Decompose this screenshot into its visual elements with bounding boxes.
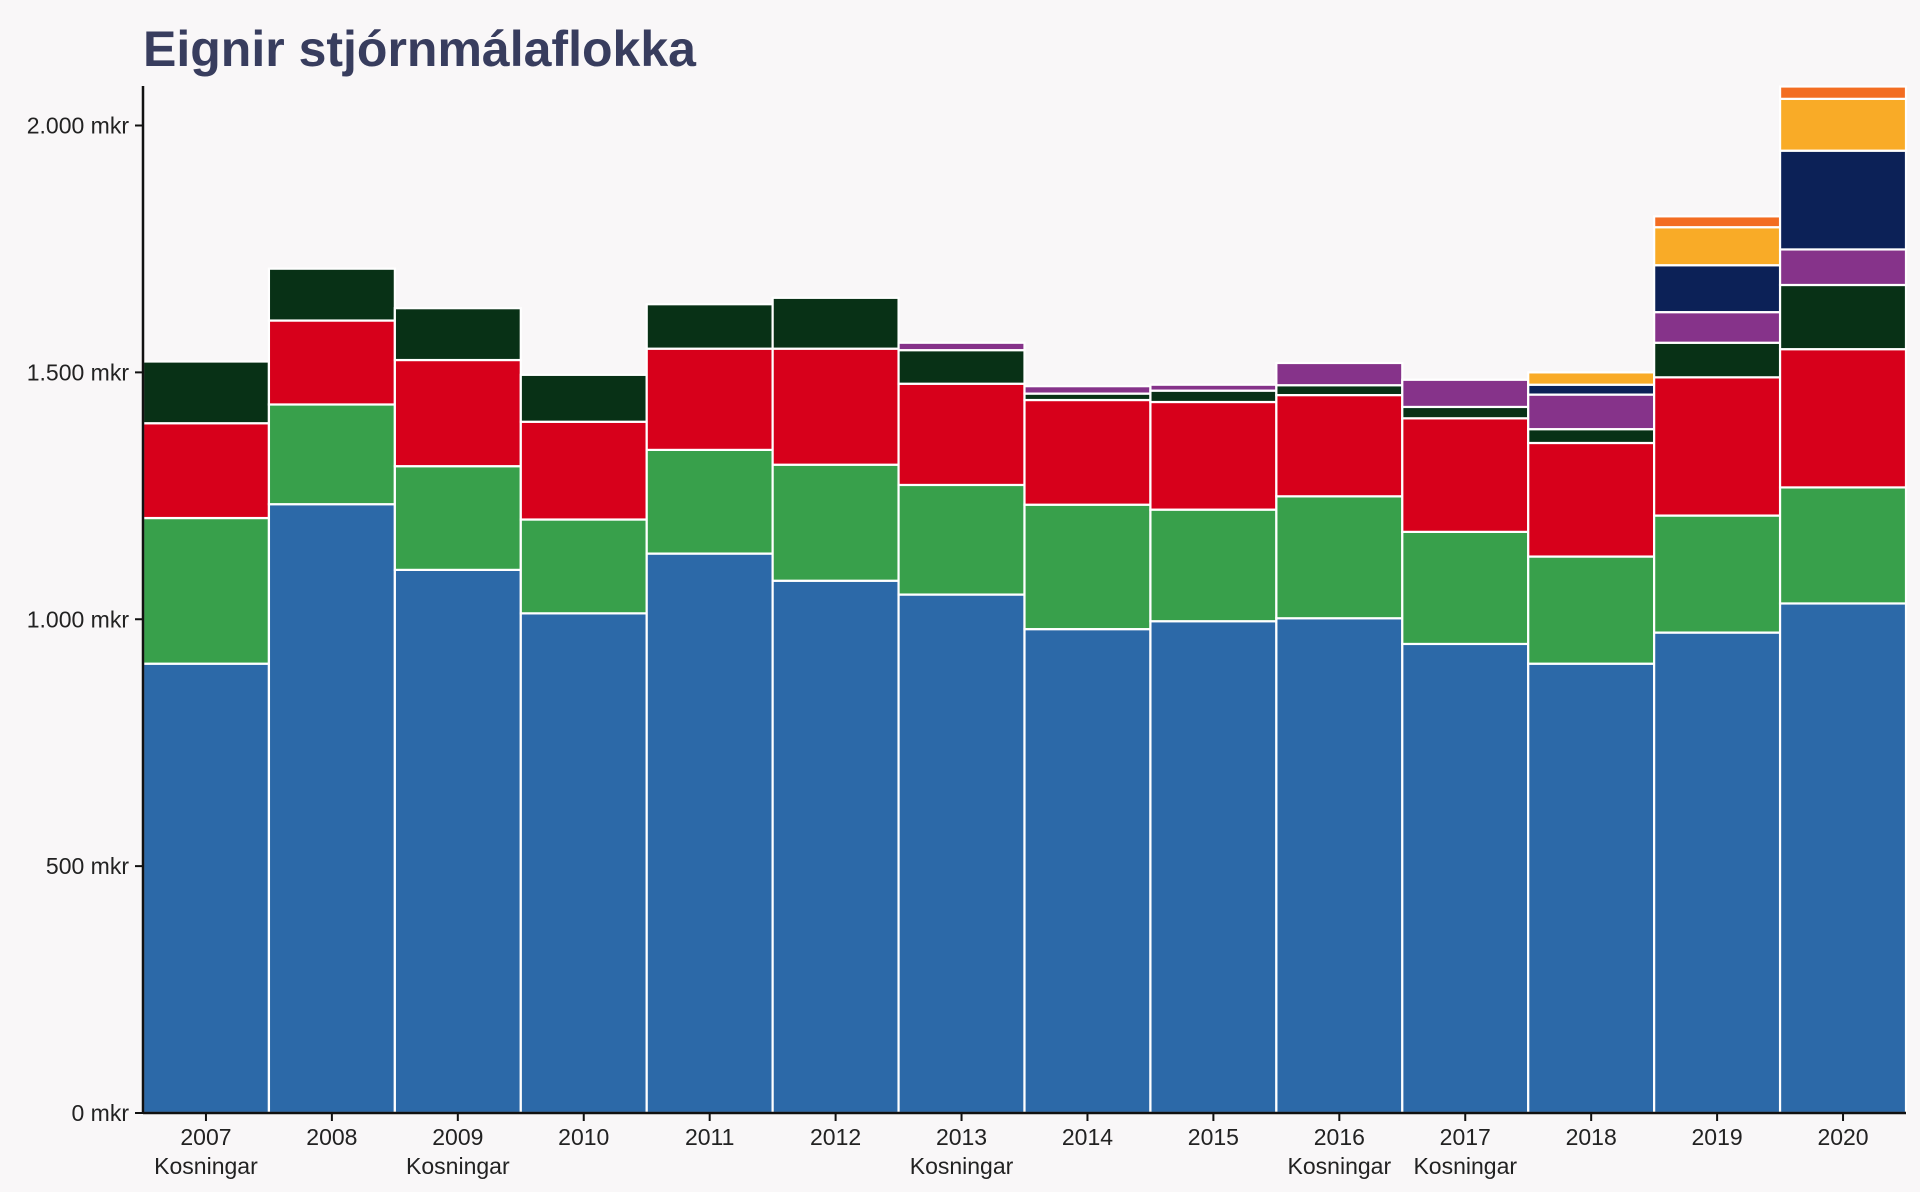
bar-segment-2018-s2 <box>1527 555 1656 665</box>
bar-segment-2019-s4 <box>1653 341 1782 379</box>
bar-segment-2010-s3 <box>519 420 648 521</box>
bar-segment-2016-s5 <box>1275 361 1404 387</box>
bar-segment-2020-s4 <box>1778 283 1908 351</box>
x-tick-label: 2017 <box>1440 1124 1491 1150</box>
bar-segment-2013-s5 <box>897 341 1026 352</box>
bar-segment-2013-s4 <box>897 349 1026 385</box>
bar-segment-2011-s4 <box>645 303 774 350</box>
x-tick-label: 2012 <box>810 1124 861 1150</box>
bar-segment-2019-s1 <box>1653 631 1782 1115</box>
bar-segment-2016-s3 <box>1275 393 1404 498</box>
bar-segment-2012-s2 <box>771 463 900 582</box>
bar-segment-2007-s1 <box>141 662 271 1115</box>
category-note-label: Kosningar <box>406 1153 510 1179</box>
bar-segment-2019-s6 <box>1653 264 1782 314</box>
bar-segment-2009-s4 <box>393 307 522 362</box>
y-tick-label: 1.500 mkr <box>27 359 130 385</box>
bar-segment-2008-s3 <box>267 319 396 406</box>
bar-segment-2018-s5 <box>1527 393 1656 431</box>
x-tick-label: 2011 <box>685 1124 734 1150</box>
bar-segment-2008-s1 <box>267 503 396 1115</box>
category-note-label: Kosningar <box>910 1153 1014 1179</box>
bar-segment-2016-s2 <box>1275 495 1404 620</box>
bar-segment-2020-s5 <box>1778 248 1908 287</box>
y-tick-label: 0 mkr <box>72 1100 130 1126</box>
x-tick-label: 2019 <box>1692 1124 1743 1150</box>
y-tick-label: 2.000 mkr <box>27 113 130 139</box>
bar-segment-2012-s4 <box>771 296 900 350</box>
bars-layer <box>141 85 1908 1115</box>
x-tick-label: 2018 <box>1566 1124 1617 1150</box>
bar-segment-2011-s1 <box>645 552 774 1115</box>
bar-segment-2018-s6 <box>1527 383 1656 396</box>
category-note-label: Kosningar <box>1413 1153 1517 1179</box>
axes-layer: 0 mkr 500 mkr 1.000 mkr 1.500 mkr 2.000 mkr 2… <box>27 86 1906 1179</box>
bar-segment-2018-s7 <box>1527 371 1656 386</box>
bar-segment-2020-s3 <box>1778 348 1908 489</box>
bar-segment-2015-s3 <box>1149 400 1278 511</box>
bar-segment-2007-s3 <box>141 422 271 520</box>
bar-segment-2020-s8 <box>1778 85 1908 100</box>
bar-segment-2007-s4 <box>141 360 271 425</box>
bar-segment-2014-s3 <box>1023 398 1152 506</box>
bar-segment-2017-s1 <box>1401 642 1530 1115</box>
bar-segment-2019-s2 <box>1653 514 1782 634</box>
bar-segment-2009-s1 <box>393 568 522 1115</box>
bar-segment-2015-s4 <box>1149 389 1278 404</box>
bar-segment-2015-s2 <box>1149 508 1278 623</box>
bar-segment-2017-s5 <box>1401 378 1530 409</box>
y-tick-label: 500 mkr <box>46 853 129 879</box>
bar-segment-2013-s3 <box>897 382 1026 487</box>
category-note-label: Kosningar <box>1288 1153 1392 1179</box>
bar-segment-2009-s3 <box>393 358 522 468</box>
bar-segment-2007-s2 <box>141 516 271 665</box>
bar-segment-2010-s2 <box>519 518 648 615</box>
bar-segment-2010-s1 <box>519 612 648 1115</box>
x-tick-label: 2020 <box>1817 1124 1868 1150</box>
bar-segment-2018-s1 <box>1527 662 1656 1115</box>
x-tick-label: 2008 <box>306 1124 357 1150</box>
x-tick-label: 2015 <box>1188 1124 1239 1150</box>
bar-segment-2013-s1 <box>897 593 1026 1115</box>
bar-segment-2012-s3 <box>771 347 900 466</box>
bar-segment-2019-s5 <box>1653 311 1782 344</box>
bar-segment-2020-s1 <box>1778 602 1908 1115</box>
bar-segment-2016-s4 <box>1275 384 1404 397</box>
x-tick-label: 2013 <box>936 1124 987 1150</box>
bar-segment-2015-s5 <box>1149 383 1278 392</box>
bar-segment-2014-s2 <box>1023 503 1152 631</box>
chart-title: Eignir stjórnmálaflokka <box>143 21 697 77</box>
bar-segment-2018-s3 <box>1527 441 1656 558</box>
bar-segment-2019-s3 <box>1653 376 1782 517</box>
bar-segment-2020-s7 <box>1778 97 1908 152</box>
bar-segment-2010-s4 <box>519 373 648 423</box>
bar-segment-2012-s1 <box>771 579 900 1115</box>
bar-segment-2008-s2 <box>267 403 396 506</box>
x-tick-label: 2016 <box>1314 1124 1365 1150</box>
bar-segment-2020-s6 <box>1778 149 1908 251</box>
bar-segment-2017-s2 <box>1401 530 1530 646</box>
bar-segment-2009-s2 <box>393 465 522 571</box>
bar-segment-2008-s4 <box>267 267 396 322</box>
bar-segment-2019-s7 <box>1653 226 1782 267</box>
x-tick-label: 2009 <box>432 1124 483 1150</box>
category-note-label: Kosningar <box>154 1153 258 1179</box>
bar-segment-2014-s5 <box>1023 385 1152 395</box>
bar-segment-2018-s4 <box>1527 428 1656 445</box>
bar-segment-2017-s4 <box>1401 405 1530 420</box>
bar-segment-2019-s8 <box>1653 215 1782 229</box>
bar-segment-2015-s1 <box>1149 620 1278 1115</box>
bar-segment-2011-s3 <box>645 347 774 451</box>
x-tick-label: 2007 <box>180 1124 231 1150</box>
x-tick-label: 2010 <box>558 1124 609 1150</box>
bar-segment-2014-s1 <box>1023 628 1152 1115</box>
bar-segment-2013-s2 <box>897 483 1026 596</box>
bar-segment-2011-s2 <box>645 448 774 555</box>
bar-segment-2020-s2 <box>1778 486 1908 605</box>
x-tick-label: 2014 <box>1062 1124 1113 1150</box>
bar-segment-2016-s1 <box>1275 617 1404 1115</box>
bar-segment-2017-s3 <box>1401 417 1530 533</box>
y-tick-label: 1.000 mkr <box>27 606 130 632</box>
